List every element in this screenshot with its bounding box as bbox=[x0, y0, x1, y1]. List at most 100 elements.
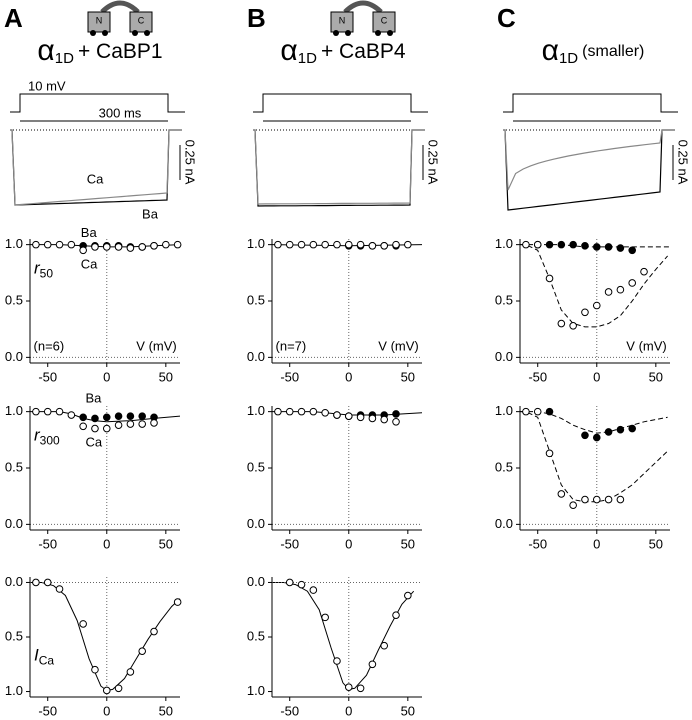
open-point bbox=[628, 279, 637, 287]
filled-point bbox=[114, 412, 123, 420]
icon-linker bbox=[343, 0, 383, 14]
icon-n bbox=[87, 11, 111, 33]
icon-linker bbox=[100, 0, 140, 14]
open-point bbox=[545, 449, 554, 458]
open-point bbox=[126, 244, 135, 252]
trace bbox=[10, 129, 182, 206]
open-point bbox=[297, 240, 306, 249]
protocol bbox=[253, 93, 428, 113]
filled-point bbox=[604, 428, 613, 436]
x-tick-label: -50 bbox=[280, 536, 299, 551]
open-point bbox=[321, 240, 329, 249]
y-tick-label: 0.0 bbox=[247, 516, 265, 531]
x-tick-label: 50 bbox=[159, 703, 173, 718]
open-point bbox=[79, 422, 87, 431]
annotation: V (mV) bbox=[136, 339, 176, 354]
open-point bbox=[356, 413, 365, 422]
panel-title: α1D (smaller) bbox=[542, 34, 645, 67]
open-point bbox=[616, 285, 625, 294]
open-point bbox=[309, 240, 318, 249]
fit-line bbox=[30, 582, 181, 692]
y-label-main: r bbox=[34, 259, 41, 278]
open-point bbox=[404, 240, 412, 249]
trace bbox=[253, 129, 425, 207]
filled-point bbox=[581, 431, 589, 440]
annotation: Ba bbox=[86, 391, 103, 406]
open-point bbox=[404, 591, 412, 600]
y-tick-label: 0.5 bbox=[247, 292, 265, 307]
open-point bbox=[162, 240, 170, 249]
open-point bbox=[173, 240, 182, 249]
x-tick-label: 0 bbox=[593, 369, 600, 384]
open-point bbox=[43, 240, 52, 249]
annotation: Ca bbox=[81, 256, 98, 271]
y-tick-label: 1.0 bbox=[5, 403, 23, 418]
x-tick-label: -50 bbox=[528, 536, 547, 551]
fit-line bbox=[520, 244, 668, 328]
filled-point bbox=[545, 407, 554, 416]
y-tick-label: 0.0 bbox=[247, 349, 265, 364]
open-point bbox=[126, 668, 135, 676]
open-point bbox=[604, 288, 613, 296]
x-tick-label: -50 bbox=[528, 369, 547, 384]
icon-dot bbox=[345, 30, 351, 36]
icon-dot bbox=[144, 30, 150, 36]
title-sub: 1D bbox=[559, 50, 578, 67]
protocol bbox=[10, 93, 185, 113]
title-rest: + CaBP4 bbox=[321, 40, 406, 63]
filled-point bbox=[592, 433, 601, 442]
x-tick-label: -50 bbox=[38, 703, 57, 718]
filled-point bbox=[569, 240, 577, 249]
icon-c bbox=[372, 11, 396, 33]
y-label-sub: 300 bbox=[40, 434, 60, 448]
open-point bbox=[557, 490, 566, 498]
open-point bbox=[309, 586, 318, 594]
y-label: ICa bbox=[34, 646, 54, 668]
filled-point bbox=[138, 412, 147, 420]
open-point bbox=[592, 495, 601, 504]
open-point bbox=[533, 407, 542, 416]
title-alpha: α bbox=[542, 34, 559, 67]
icon-n bbox=[330, 11, 354, 33]
open-point bbox=[55, 585, 64, 593]
open-point bbox=[368, 241, 377, 250]
icon-text: N bbox=[96, 15, 103, 25]
x-tick-label: -50 bbox=[38, 369, 57, 384]
icon-text: C bbox=[381, 15, 388, 25]
open-point bbox=[344, 412, 353, 420]
icon-text: C bbox=[138, 15, 145, 25]
open-point bbox=[91, 665, 99, 674]
open-point bbox=[297, 407, 306, 416]
annotation: (n=6) bbox=[34, 339, 65, 354]
open-point bbox=[138, 647, 147, 655]
x-tick-label: 0 bbox=[103, 703, 110, 718]
x-tick-label: 0 bbox=[345, 369, 352, 384]
open-point bbox=[114, 684, 123, 693]
protocol-label: 10 mV bbox=[28, 78, 66, 93]
y-label-sub: Ca bbox=[39, 654, 55, 668]
open-point bbox=[592, 301, 601, 310]
open-point bbox=[321, 408, 329, 417]
open-point bbox=[344, 683, 353, 691]
open-point bbox=[150, 241, 158, 250]
filled-point bbox=[581, 241, 589, 250]
y-tick-label: 0.0 bbox=[5, 516, 23, 531]
filled-point bbox=[628, 424, 637, 433]
open-point bbox=[91, 243, 99, 251]
icon-dot bbox=[333, 30, 339, 36]
filled-point bbox=[91, 414, 99, 423]
protocol-label: 300 ms bbox=[99, 105, 142, 120]
title-rest: + CaBP1 bbox=[78, 40, 163, 63]
open-point bbox=[356, 240, 365, 249]
open-point bbox=[114, 421, 123, 429]
filled-point bbox=[604, 243, 613, 251]
fit-line bbox=[520, 411, 668, 503]
open-point bbox=[173, 598, 182, 606]
trace-label: Ca bbox=[87, 171, 104, 186]
open-point bbox=[285, 407, 294, 416]
x-tick-label: 0 bbox=[345, 703, 352, 718]
panel-title: α1D + CaBP1 bbox=[37, 34, 162, 67]
y-tick-label: 0.0 bbox=[247, 574, 265, 589]
y-tick-label: 1.0 bbox=[495, 403, 513, 418]
